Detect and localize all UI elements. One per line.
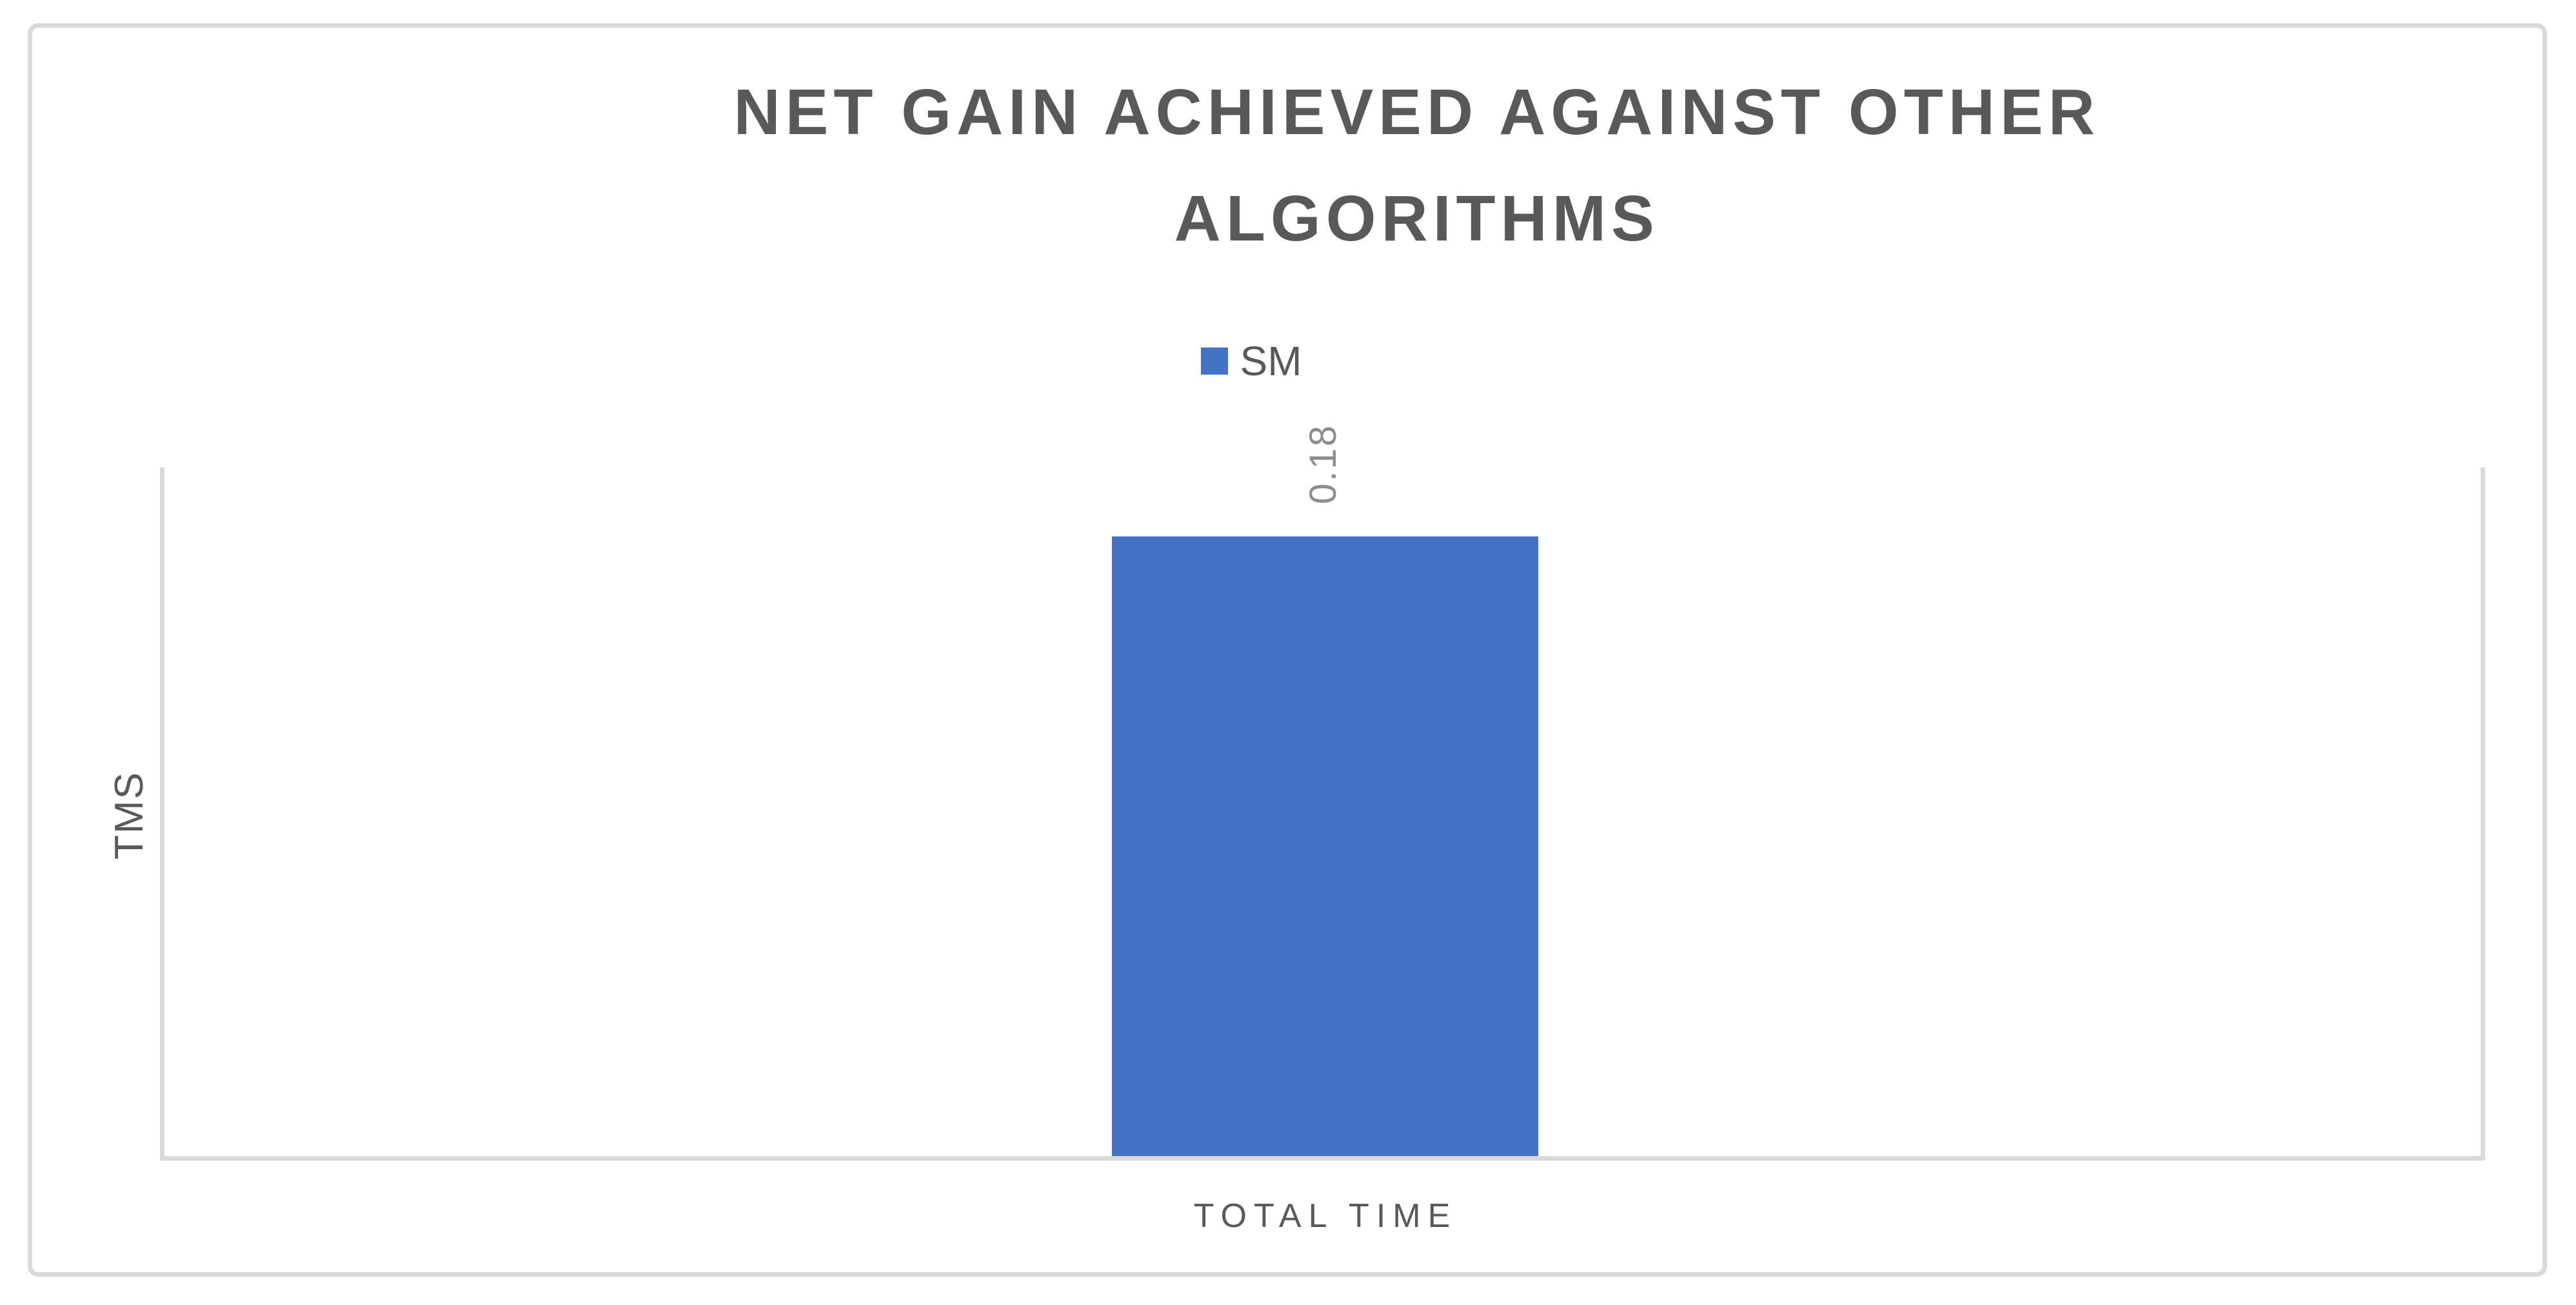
plot-area-right-border <box>2481 467 2485 1161</box>
y-axis-title: TMS <box>107 771 152 859</box>
x-axis-category-label: TOTAL TIME <box>1193 1197 1458 1235</box>
legend-swatch-sm <box>1200 348 1228 375</box>
x-axis-line <box>160 1156 2485 1161</box>
chart-title-line-1: NET GAIN ACHIEVED AGAINST OTHER <box>733 76 2100 148</box>
legend-label-sm: SM <box>1240 338 1302 384</box>
chart-title: NET GAIN ACHIEVED AGAINST OTHER ALGORITH… <box>644 59 2190 272</box>
bar-sm-total-time <box>1112 536 1538 1156</box>
chart-title-line-2: ALGORITHMS <box>1174 182 1660 255</box>
y-axis-line <box>160 467 164 1161</box>
plot-area <box>164 467 2481 1156</box>
chart-legend: SM <box>0 337 2539 386</box>
